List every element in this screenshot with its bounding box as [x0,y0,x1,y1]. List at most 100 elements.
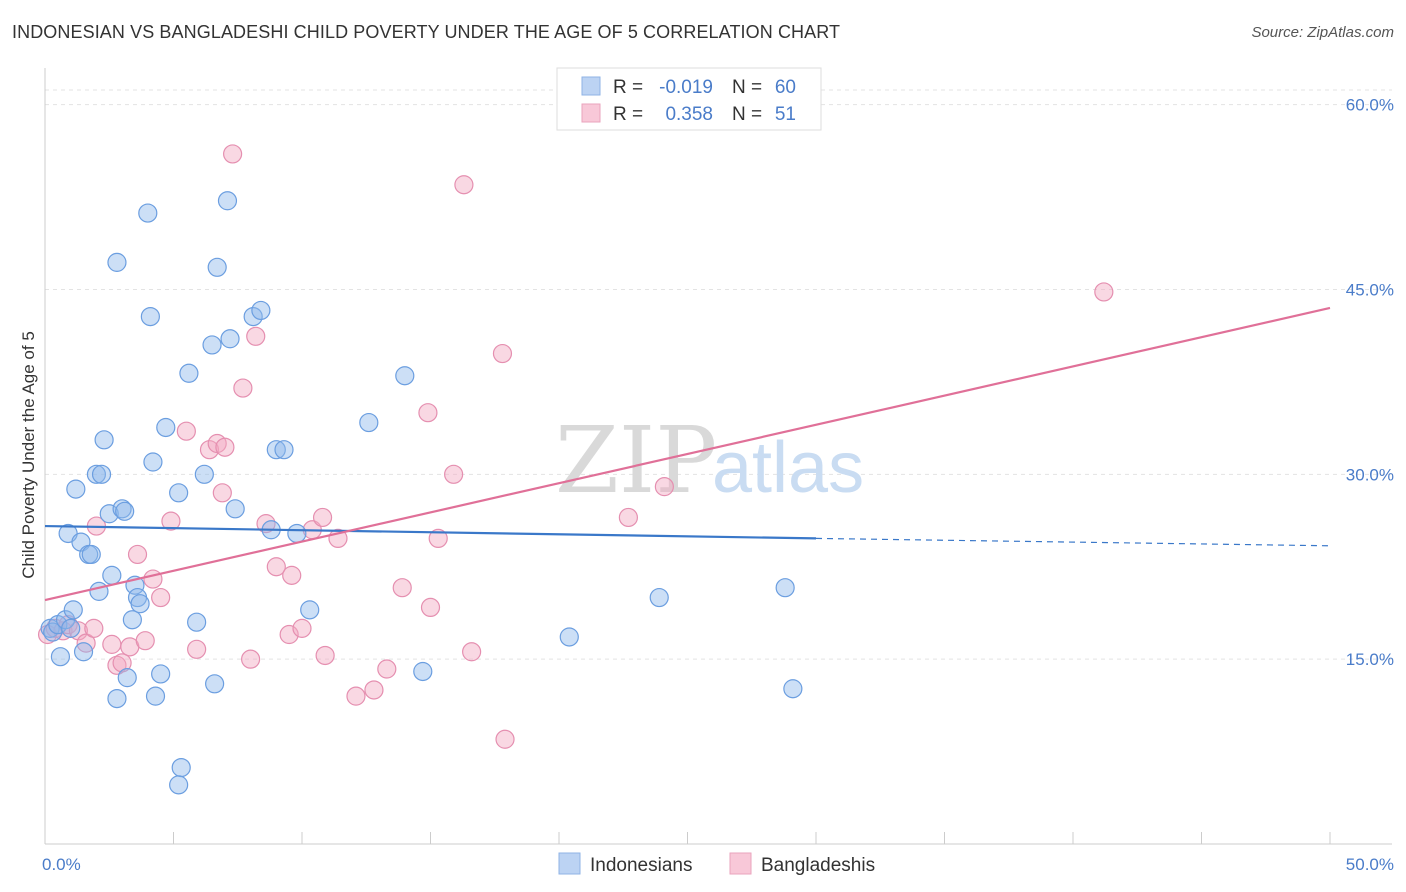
bangladeshis-point [492,343,513,364]
x-tick-label-min: 0.0% [42,855,81,874]
indonesians-point [202,335,222,355]
bangladeshis-point [256,514,276,534]
legend-n-value-2: 51 [775,104,796,125]
indonesians-point [66,479,86,499]
indonesians-point [205,674,225,694]
bangladeshis-point [107,655,127,675]
indonesians-point [73,642,94,662]
indonesians-point [99,504,119,524]
bangladeshis-point [135,631,155,651]
bottom-legend-swatch-indonesians [558,852,581,875]
indonesians-trendline-extension [815,537,1331,547]
trend-lines [44,306,1331,602]
bangladeshis-point [246,326,266,346]
bangladeshis-point [292,618,312,638]
y-axis-label: Child Poverty Under the Age of 5 [19,331,38,579]
source-label: Source: ZipAtlas.com [1251,24,1394,41]
watermark-atlas: atlas [712,428,864,508]
bangladeshis-point [1094,282,1114,302]
indonesians-point [395,366,415,386]
x-tick-marks [44,832,1331,844]
indonesians-point [107,252,127,272]
bangladeshis-point [187,639,207,659]
legend-r-label-2: R = [613,104,643,125]
bangladeshis-point [654,477,674,497]
indonesians-point [217,191,238,211]
bangladeshis-point [199,440,220,460]
bangladeshis-point [418,403,438,423]
indonesians-point [50,647,71,667]
bangladeshis-point [428,528,448,549]
bangladeshis-point [84,618,104,638]
indonesians-point [207,257,227,277]
chart-title: INDONESIAN VS BANGLADESHI CHILD POVERTY … [12,22,841,42]
indonesians-points [40,191,803,795]
bangladeshis-point [454,175,474,195]
bottom-legend-label-indonesians: Indonesians [590,855,692,876]
bangladeshis-point [618,507,638,528]
indonesians-point [243,306,263,327]
bottom-legend: Indonesians Bangladeshis [558,852,875,876]
indonesians-point [140,306,160,327]
indonesians-point [115,501,135,521]
watermark-zip: ZIP [555,407,717,514]
bangladeshis-point [212,483,232,503]
bangladeshis-point [392,578,412,598]
indonesians-point [143,452,163,472]
bangladeshis-trendline [44,306,1331,602]
bangladeshis-point [241,649,261,669]
indonesians-point [251,300,271,321]
bangladeshis-point [143,569,163,589]
indonesians-point [89,581,109,601]
bottom-legend-swatch-bangladeshis [729,852,752,875]
indonesians-point [138,203,158,223]
x-tick-label-max: 50.0% [1346,855,1394,874]
indonesians-point [266,440,286,460]
bangladeshis-point [151,587,171,608]
y-tick-label: 15.0% [1346,650,1394,669]
indonesians-point [151,664,171,684]
indonesians-point [107,688,127,709]
indonesians-point [194,464,214,484]
legend-n-label-1: N = [732,77,762,98]
bangladeshis-point [215,437,235,457]
legend-n-value-1: 60 [775,77,796,98]
bangladeshis-point [233,378,253,398]
top-legend: R = -0.019 N = 60 R = 0.358 N = 51 [556,67,822,131]
bangladeshis-point [444,464,464,484]
legend-n-label-2: N = [732,104,762,125]
indonesians-point [179,363,199,383]
legend-r-value-1: -0.019 [659,77,713,98]
indonesians-point [169,483,189,503]
indonesians-point [287,523,307,544]
bangladeshis-point [462,642,482,662]
indonesians-point [649,587,669,608]
y-tick-labels: 15.0% 30.0% 45.0% 60.0% [1346,96,1394,670]
bangladeshis-point [377,659,397,679]
indonesians-point [171,757,191,778]
legend-swatch-bangladeshis [581,103,601,123]
bangladeshis-point [127,544,148,565]
legend-swatch-indonesians [581,76,601,96]
indonesians-point [61,618,81,638]
grid-lines [45,89,1392,660]
y-tick-label: 30.0% [1346,465,1394,484]
indonesians-point [91,464,112,484]
bangladeshis-point [315,645,335,666]
indonesians-point [559,627,579,647]
indonesians-point [94,430,114,450]
bangladeshis-point [266,557,286,577]
indonesians-point [122,610,142,630]
bangladeshis-point [364,680,384,700]
indonesians-point [130,594,150,614]
indonesians-point [117,668,137,688]
indonesians-point [145,686,166,706]
bangladeshis-point [312,507,333,528]
bangladeshis-point [346,686,366,706]
legend-r-label-1: R = [613,77,643,98]
indonesians-point [112,499,132,519]
indonesians-point [102,565,122,585]
indonesians-point [413,661,433,682]
indonesians-point [169,775,189,795]
